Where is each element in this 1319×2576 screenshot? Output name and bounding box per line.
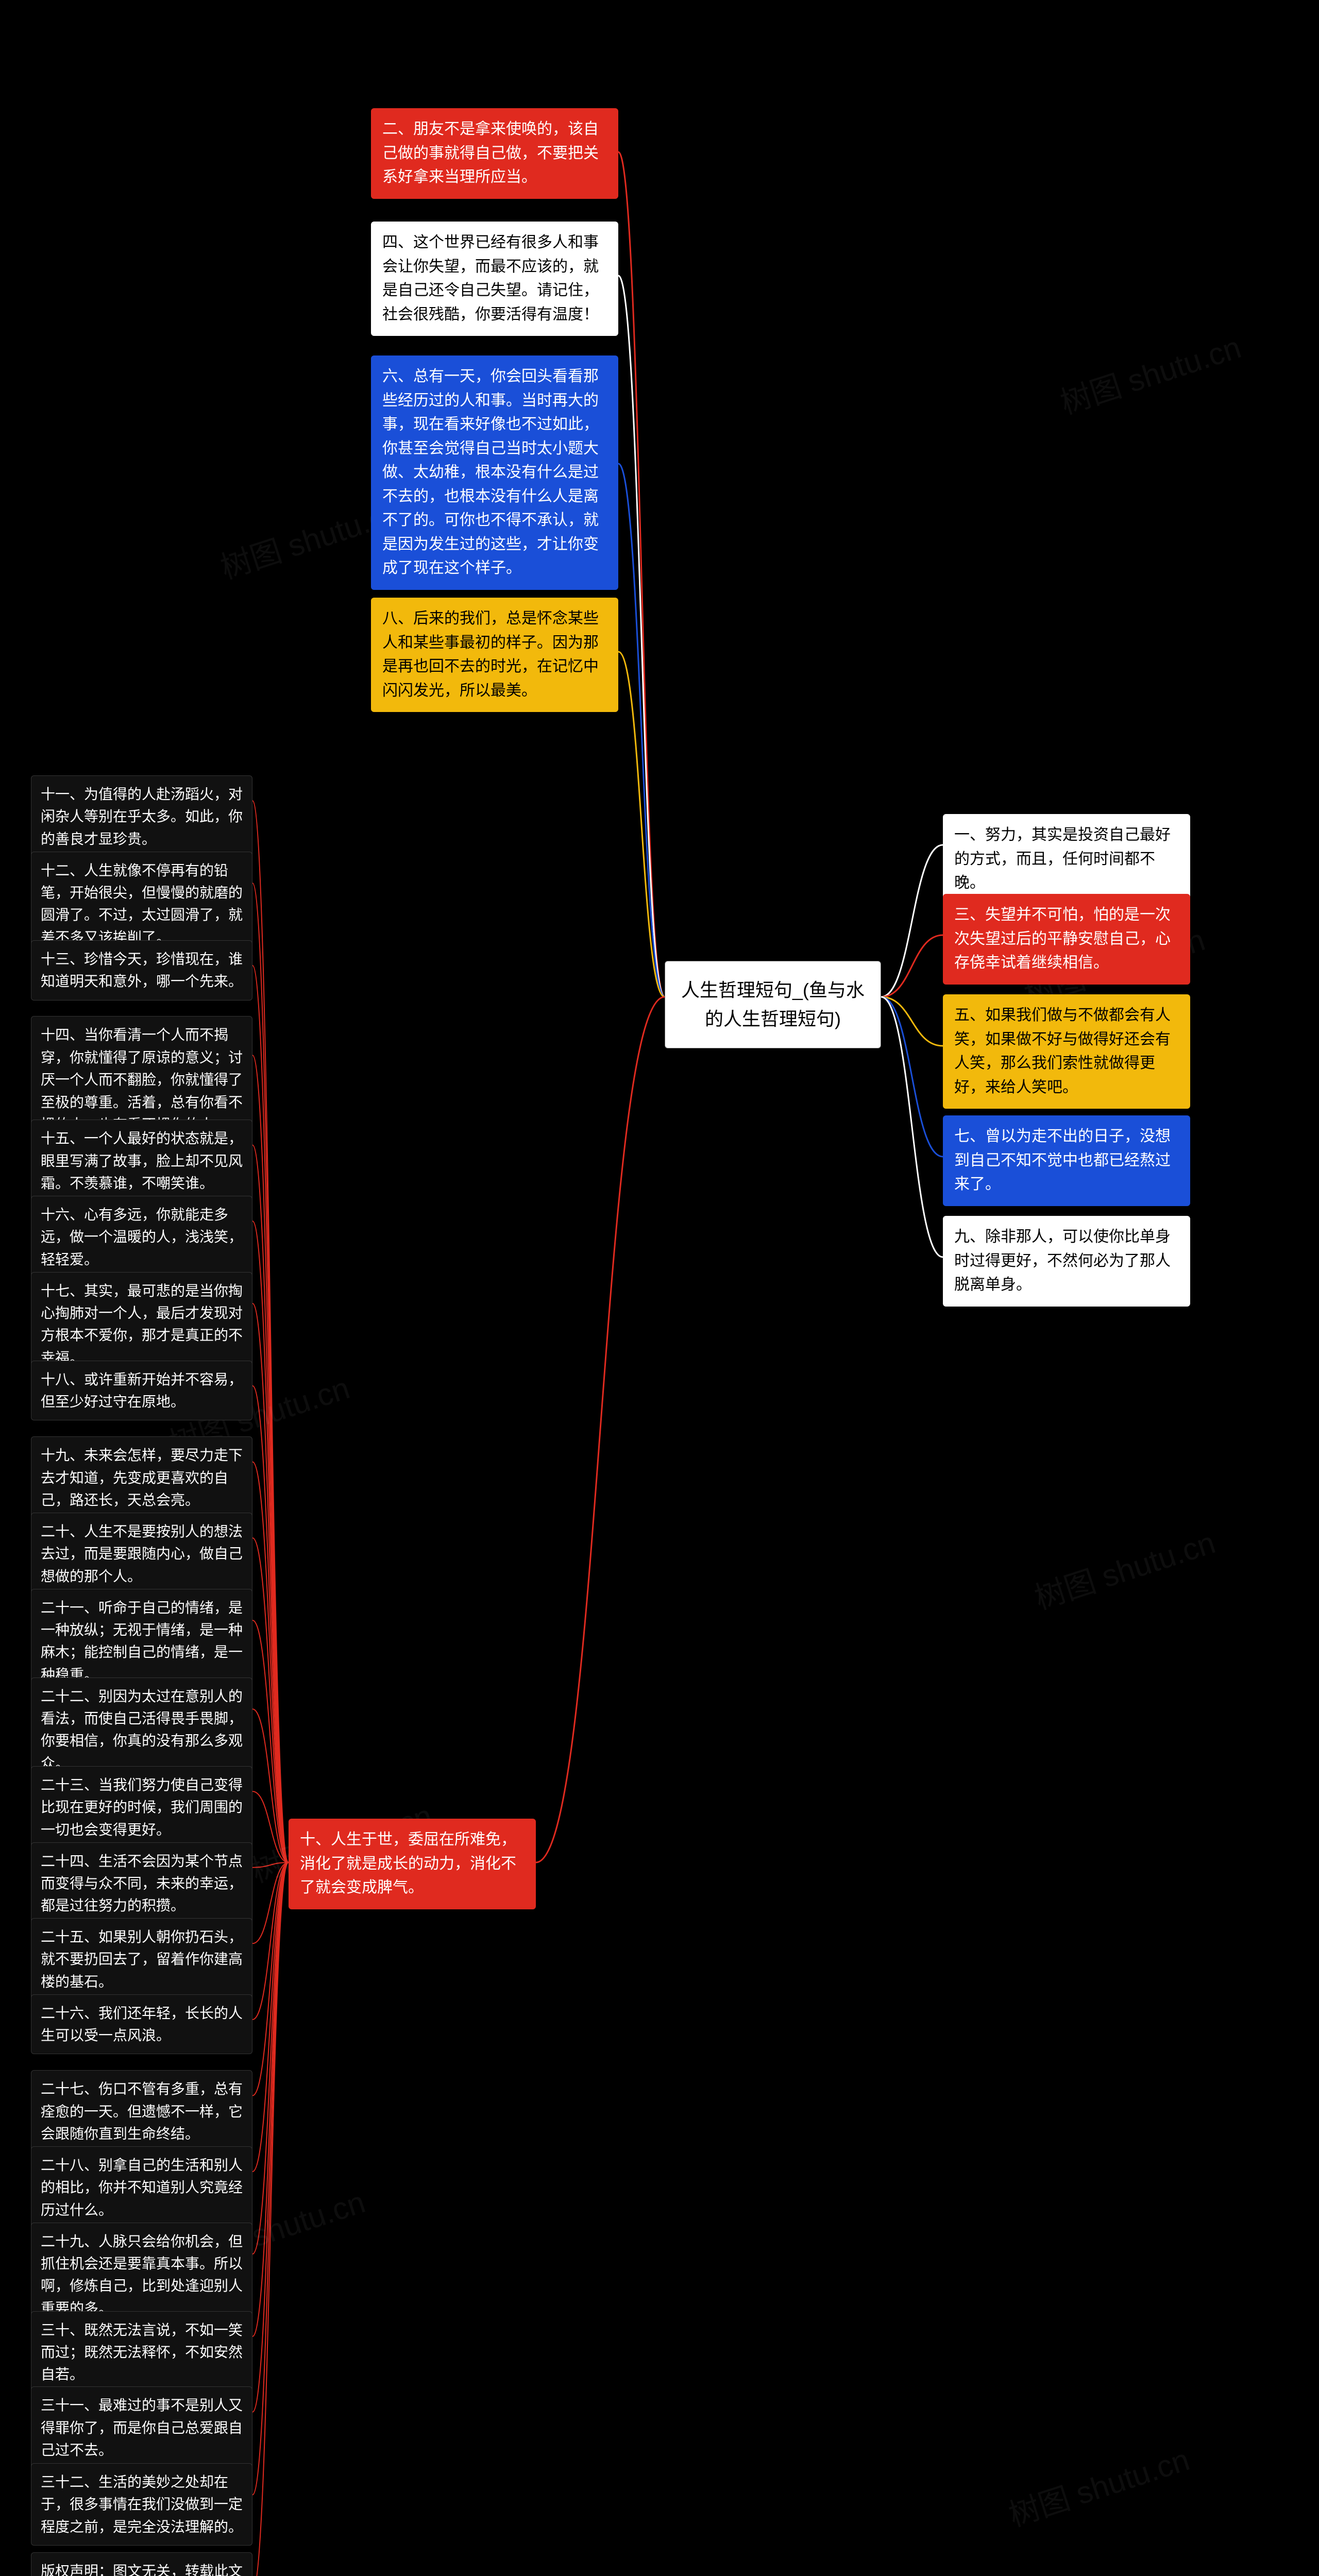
branch-node-n2: 二、朋友不是拿来使唤的，该自己做的事就得自己做，不要把关系好拿来当理所应当。 [371,108,618,199]
watermark: 树图 shutu.cn [1054,323,1246,423]
list-item-31: 三十一、最难过的事不是别人又得罪你了，而是你自己总爱跟自己过不去。 [31,2386,252,2469]
list-item-20: 二十、人生不是要按别人的想法去过，而是要跟随内心，做自己想做的那个人。 [31,1513,252,1595]
branch-node-n3: 三、失望并不可怕，怕的是一次次失望过后的平静安慰自己，心存侥幸试着继续相信。 [943,894,1190,985]
list-item-27: 二十七、伤口不管有多重，总有痊愈的一天。但遗憾不一样，它会跟随你直到生命终结。 [31,2070,252,2153]
watermark: 树图 shutu.cn [1028,1518,1220,1618]
branch-node-n10: 十、人生于世，委屈在所难免，消化了就是成长的动力，消化不了就会变成脾气。 [289,1819,536,1909]
list-item-18: 十八、或许重新开始并不容易，但至少好过守在原地。 [31,1361,252,1421]
list-item-24: 二十四、生活不会因为某个节点而变得与众不同，未来的幸运，都是过往努力的积攒。 [31,1842,252,1925]
branch-node-n1: 一、努力，其实是投资自己最好的方式，而且，任何时间都不晚。 [943,814,1190,905]
list-item-30: 三十、既然无法言说，不如一笑而过；既然无法释怀，不如安然自若。 [31,2311,252,2394]
center-topic: 人生哲理短句_(鱼与水的人生哲理短句) [665,961,881,1048]
list-item-11: 十一、为值得的人赴汤蹈火，对闲杂人等别在乎太多。如此，你的善良才显珍贵。 [31,775,252,858]
branch-node-n9: 九、除非那人，可以使你比单身时过得更好，不然何必为了那人脱离单身。 [943,1216,1190,1307]
list-item-32: 三十二、生活的美妙之处却在于，很多事情在我们没做到一定程度之前，是完全没法理解的… [31,2463,252,2546]
mindmap-canvas: 树图 shutu.cn树图 shutu.cn树图 shutu.cn树图 shut… [0,0,1319,2576]
list-item-13: 十三、珍惜今天，珍惜现在，谁知道明天和意外，哪一个先来。 [31,940,252,1001]
branch-node-n7: 七、曾以为走不出的日子，没想到自己不知不觉中也都已经熬过来了。 [943,1115,1190,1206]
branch-node-n8: 八、后来的我们，总是怀念某些人和某些事最初的样子。因为那是再也回不去的时光，在记… [371,598,618,712]
list-item-15: 十五、一个人最好的状态就是，眼里写满了故事，脸上却不见风霜。不羡慕谁，不嘲笑谁。 [31,1120,252,1202]
branch-node-n4: 四、这个世界已经有很多人和事会让你失望，而最不应该的，就是自己还令自己失望。请记… [371,222,618,336]
branch-node-n5: 五、如果我们做与不做都会有人笑，如果做不好与做得好还会有人笑，那么我们索性就做得… [943,994,1190,1109]
list-item-16: 十六、心有多远，你就能走多远，做一个温暖的人，浅浅笑，轻轻爱。 [31,1196,252,1278]
list-item-26: 二十六、我们还年轻，长长的人生可以受一点风浪。 [31,1994,252,2055]
list-item-19: 十九、未来会怎样，要尽力走下去才知道，先变成更喜欢的自己，路还长，天总会亮。 [31,1436,252,1519]
list-item-28: 二十八、别拿自己的生活和别人的相比，你并不知道别人究竟经历过什么。 [31,2146,252,2229]
watermark: 树图 shutu.cn [1002,2435,1194,2535]
list-item-25: 二十五、如果别人朝你扔石头，就不要扔回去了，留着作你建高楼的基石。 [31,1918,252,2001]
branch-node-n6: 六、总有一天，你会回头看看那些经历过的人和事。当时再大的事，现在看来好像也不过如… [371,355,618,590]
list-item-23: 二十三、当我们努力使自己变得比现在更好的时候，我们周围的一切也会变得更好。 [31,1766,252,1849]
list-item-33: 版权声明：图文无关，转载此文是出于传递更多信息之目的。若有来源标注错误或侵犯了您… [31,2552,252,2576]
